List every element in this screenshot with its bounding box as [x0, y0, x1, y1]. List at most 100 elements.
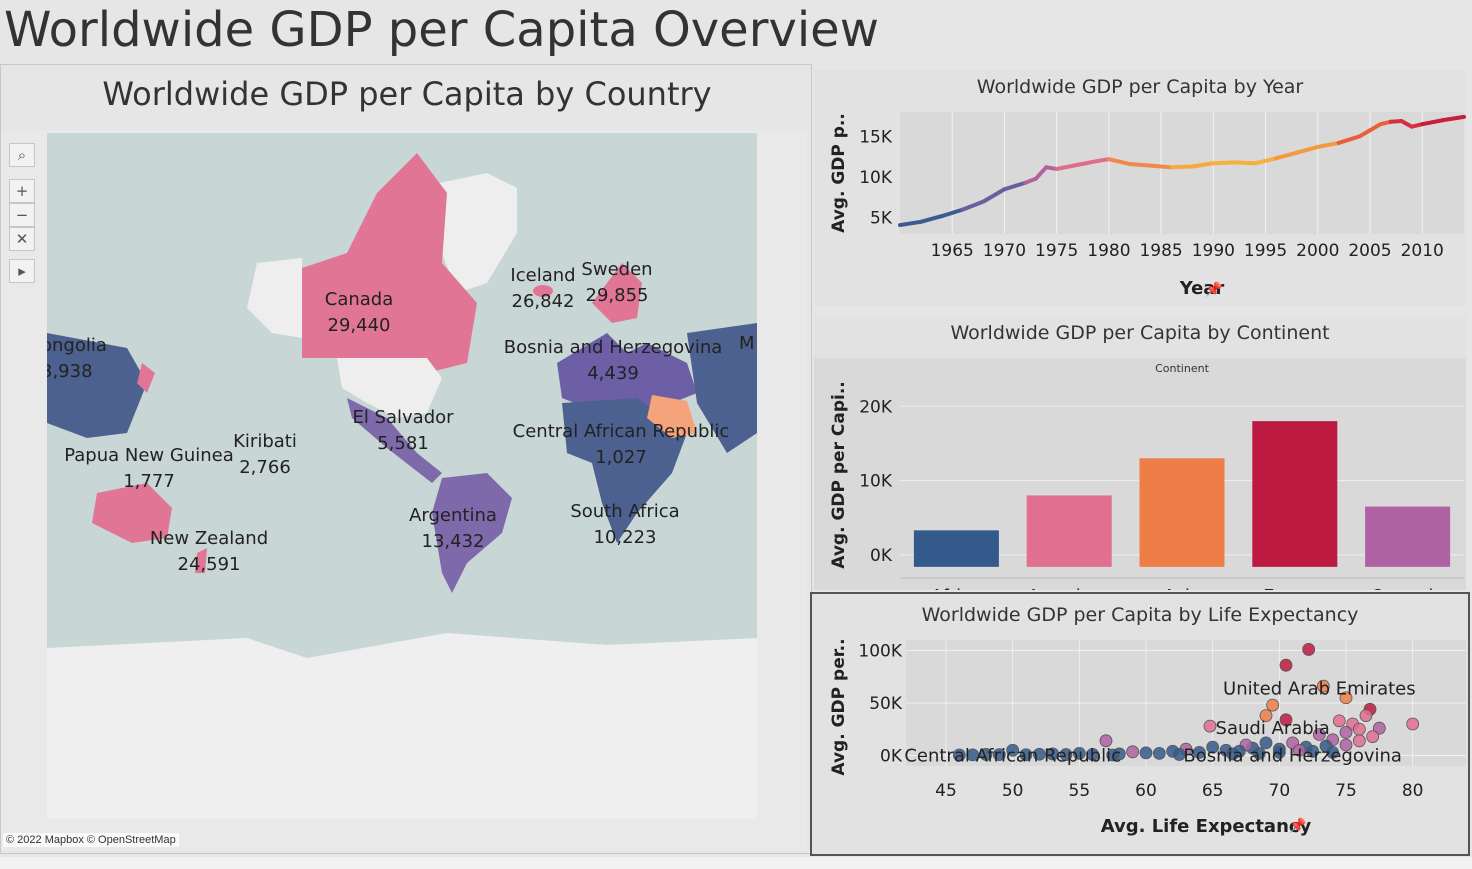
- scatter-point[interactable]: [966, 748, 980, 762]
- line-segment[interactable]: [1148, 163, 1174, 170]
- scatter-point[interactable]: [1252, 747, 1266, 760]
- country-usa[interactable]: [337, 358, 442, 418]
- scatter-point[interactable]: [1359, 709, 1373, 722]
- pin-clear-icon[interactable]: ✕: [9, 227, 35, 251]
- scatter-point[interactable]: [1259, 736, 1273, 750]
- line-segment[interactable]: [898, 219, 923, 228]
- scatter-point[interactable]: [1172, 748, 1186, 761]
- country-canada[interactable]: [302, 153, 477, 373]
- scatter-point[interactable]: [1099, 734, 1113, 748]
- line-segment[interactable]: [1357, 122, 1383, 139]
- country-iceland[interactable]: [533, 285, 553, 297]
- continent-europe[interactable]: [557, 333, 697, 413]
- continent-bar-chart[interactable]: Continent 0K 10K 20K Africa Americas Asia Europ…: [814, 356, 1466, 590]
- pin-icon[interactable]: 📌: [1205, 280, 1223, 298]
- greenland[interactable]: [439, 173, 517, 293]
- line-segment[interactable]: [1232, 160, 1258, 166]
- line-segment[interactable]: [939, 207, 965, 219]
- scatter-point[interactable]: [1332, 714, 1346, 728]
- country-japan[interactable]: [137, 363, 155, 393]
- line-segment[interactable]: [1075, 158, 1101, 167]
- line-segment[interactable]: [1315, 140, 1341, 149]
- scatter-point[interactable]: [1366, 730, 1380, 743]
- scatter-point[interactable]: [1306, 744, 1320, 758]
- scatter-point[interactable]: [952, 748, 966, 762]
- scatter-point[interactable]: [1279, 713, 1293, 727]
- line-segment[interactable]: [1127, 162, 1153, 168]
- line-segment[interactable]: [1274, 150, 1299, 161]
- life-expectancy-scatter[interactable]: 45 50 55 60 65 70 75 80 0K 50K 100K United Arab Emi…: [812, 638, 1468, 852]
- scatter-point[interactable]: [1312, 728, 1326, 741]
- search-icon[interactable]: ⌕: [9, 143, 35, 167]
- scatter-point[interactable]: [1316, 679, 1330, 693]
- scatter-point[interactable]: [1106, 748, 1120, 762]
- year-line-chart[interactable]: 1965 1970 1975 1980 1985 1990 1995 2000 2005 2010…: [814, 110, 1466, 306]
- scatter-point[interactable]: [1086, 748, 1100, 761]
- line-segment[interactable]: [1002, 180, 1028, 192]
- line-segment[interactable]: [918, 214, 944, 224]
- scatter-point[interactable]: [1139, 746, 1153, 760]
- scatter-point[interactable]: [1259, 709, 1273, 722]
- continent-asia-east[interactable]: [687, 323, 757, 453]
- zoom-out-icon[interactable]: −: [9, 203, 35, 227]
- country-australia[interactable]: [92, 483, 172, 543]
- scatter-point[interactable]: [1292, 743, 1306, 757]
- scatter-point[interactable]: [992, 748, 1006, 762]
- scatter-point[interactable]: [1226, 747, 1240, 761]
- scatter-point[interactable]: [1006, 743, 1020, 757]
- scatter-point[interactable]: [979, 748, 993, 761]
- line-segment[interactable]: [1336, 134, 1362, 145]
- scatter-point[interactable]: [1072, 747, 1086, 760]
- scatter-point[interactable]: [1352, 734, 1366, 748]
- scatter-point[interactable]: [1059, 748, 1073, 761]
- line-segment[interactable]: [981, 187, 1007, 204]
- line-segment[interactable]: [1441, 114, 1466, 123]
- scatter-point[interactable]: [1302, 643, 1316, 656]
- continent-asia-west[interactable]: [47, 333, 147, 438]
- scatter-point[interactable]: [1046, 747, 1060, 761]
- bar[interactable]: [1252, 421, 1338, 567]
- country-new-zealand[interactable]: [195, 548, 207, 573]
- zoom-in-icon[interactable]: +: [9, 179, 35, 203]
- scatter-point[interactable]: [1192, 745, 1206, 759]
- continent-south-america[interactable]: [432, 473, 512, 593]
- line-segment[interactable]: [1294, 144, 1320, 155]
- scatter-point[interactable]: [1206, 740, 1220, 754]
- line-segment[interactable]: [1420, 118, 1446, 127]
- line-segment[interactable]: [1211, 160, 1237, 166]
- bar[interactable]: [1365, 506, 1451, 567]
- scatter-point[interactable]: [1279, 658, 1293, 672]
- line-segment[interactable]: [1253, 156, 1278, 166]
- bar[interactable]: [1139, 458, 1225, 567]
- scatter-point[interactable]: [1326, 745, 1340, 759]
- scatter-point[interactable]: [1339, 691, 1353, 705]
- line-segment[interactable]: [1054, 162, 1080, 171]
- line-segment[interactable]: [1169, 164, 1195, 170]
- scatter-point[interactable]: [1019, 748, 1033, 762]
- scatter-point[interactable]: [1372, 721, 1386, 735]
- world-map[interactable]: ongolia 3,938 Canada 29,440 Iceland 26,842 Swe…: [47, 133, 757, 819]
- scatter-point[interactable]: [1339, 738, 1353, 752]
- line-segment[interactable]: [1106, 157, 1132, 167]
- scatter-point[interactable]: [1266, 698, 1280, 712]
- line-segment[interactable]: [1033, 165, 1049, 181]
- scatter-point[interactable]: [1339, 726, 1353, 739]
- scatter-point[interactable]: [1272, 745, 1286, 759]
- continent-africa[interactable]: [562, 398, 687, 543]
- country-central-america[interactable]: [347, 398, 442, 483]
- scatter-point[interactable]: [1203, 719, 1217, 733]
- scatter-point[interactable]: [1032, 747, 1046, 761]
- scatter-point[interactable]: [1352, 722, 1366, 736]
- bar[interactable]: [1026, 495, 1112, 567]
- scatter-point[interactable]: [1152, 747, 1166, 760]
- pin-icon[interactable]: 📌: [1289, 816, 1307, 834]
- alaska[interactable]: [247, 258, 302, 338]
- country-sweden[interactable]: [592, 263, 642, 323]
- play-icon[interactable]: ▸: [9, 259, 35, 283]
- scatter-point[interactable]: [1126, 745, 1140, 759]
- country-saudi-arabia[interactable]: [647, 395, 697, 438]
- bar[interactable]: [913, 530, 999, 567]
- scatter-point[interactable]: [1406, 717, 1420, 731]
- line-segment[interactable]: [960, 199, 986, 212]
- line-segment[interactable]: [1190, 161, 1216, 169]
